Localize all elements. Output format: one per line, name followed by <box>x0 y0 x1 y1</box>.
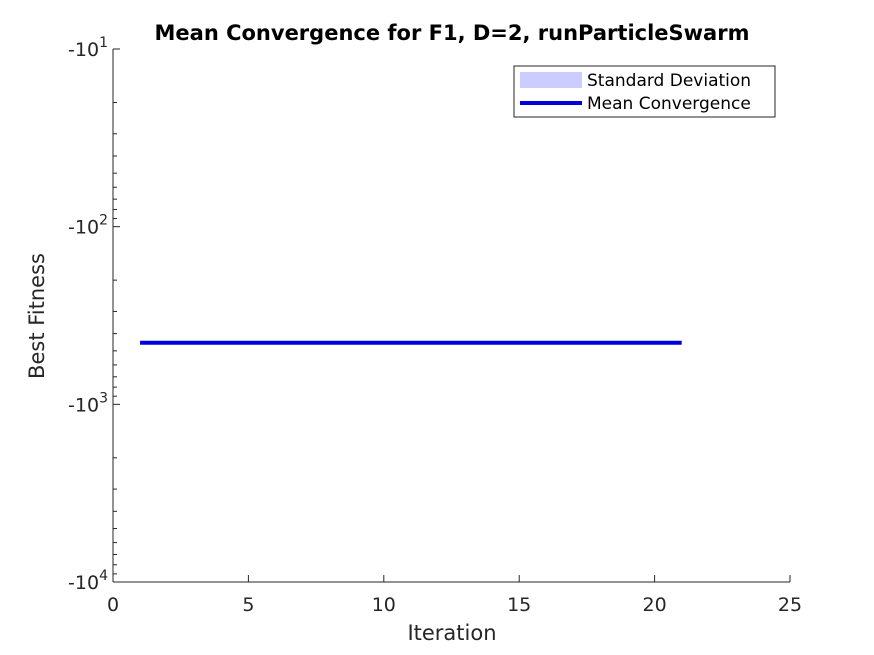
y-tick-label: -102 <box>68 213 108 239</box>
y-tick-label: -101 <box>68 35 108 61</box>
x-tick-label: 0 <box>107 594 119 616</box>
legend-label-std-deviation: Standard Deviation <box>587 71 751 91</box>
y-tick-label: -103 <box>68 390 108 416</box>
x-axis-label: Iteration <box>407 621 496 645</box>
legend-swatch-std-deviation <box>520 72 582 88</box>
x-tick-label: 15 <box>507 594 531 616</box>
x-tick-label: 20 <box>643 594 667 616</box>
plot-area: 0 5 10 15 20 25 -101 -102 -103 -104 <box>68 35 802 616</box>
axes: 0 5 10 15 20 25 -101 -102 -103 -104 <box>68 35 802 616</box>
legend-label-mean-convergence: Mean Convergence <box>587 94 751 114</box>
x-tick-label: 25 <box>778 594 802 616</box>
x-tick-label: 5 <box>242 594 254 616</box>
x-tick-label: 10 <box>372 594 396 616</box>
y-tick-label: -104 <box>68 568 108 594</box>
chart-title: Mean Convergence for F1, D=2, runParticl… <box>155 21 750 45</box>
legend: Standard Deviation Mean Convergence <box>513 65 776 118</box>
y-axis-label: Best Fitness <box>25 253 49 379</box>
